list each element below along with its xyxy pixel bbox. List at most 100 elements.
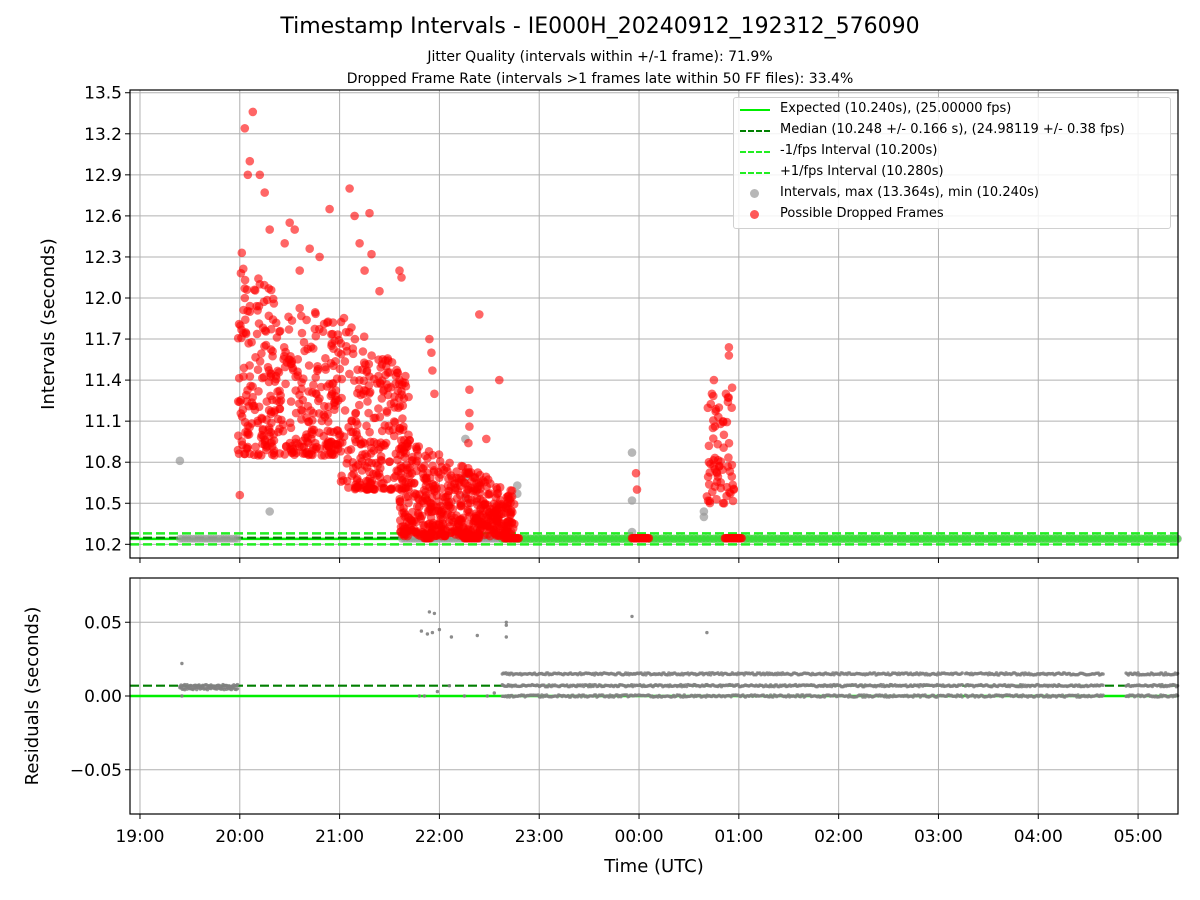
dropped-frame-point <box>355 239 364 248</box>
dropped-frame-point <box>401 381 411 391</box>
dropped-frame-point <box>702 492 712 501</box>
dropped-frame-point <box>238 405 248 415</box>
dropped-frame-point <box>355 400 364 410</box>
dropped-frame-point <box>467 495 477 505</box>
dropped-frame-point <box>463 485 472 494</box>
dropped-frame-point <box>364 457 374 467</box>
dropped-frame-point <box>727 403 736 413</box>
dropped-frame-point <box>331 357 340 366</box>
dropped-frame-point <box>315 252 324 262</box>
dropped-frame-point <box>327 330 336 339</box>
dropped-frame-point <box>464 438 473 448</box>
dropped-frame-point <box>269 299 279 308</box>
dropped-frame-point <box>375 378 385 388</box>
dropped-frame-point <box>724 343 734 352</box>
dropped-frame-point <box>245 156 255 166</box>
dropped-frame-point <box>253 418 263 428</box>
dropped-frame-point <box>243 428 252 437</box>
dropped-frame-point <box>497 519 506 528</box>
dropped-frame-point <box>405 471 415 481</box>
in-interval-point <box>1172 534 1182 544</box>
dropped-frame-point <box>290 225 300 234</box>
dropped-frame-point <box>465 422 474 431</box>
dropped-frame-point <box>278 420 288 429</box>
dropped-frame-point <box>279 354 288 364</box>
dropped-frame-point <box>475 310 484 319</box>
dropped-frame-point <box>367 351 376 360</box>
dropped-frame-point <box>722 417 732 427</box>
x-tick-label: 23:00 <box>515 827 564 847</box>
dropped-frame-point <box>495 375 504 385</box>
dropped-frame-point <box>443 481 453 490</box>
dropped-frame-point <box>393 368 403 378</box>
dropped-frame-point <box>457 516 467 525</box>
residual-point <box>422 694 427 698</box>
dropped-frame-point <box>262 397 272 406</box>
dropped-frame-point <box>414 510 423 520</box>
dropped-frame-point <box>426 513 436 522</box>
dropped-frame-point <box>295 266 305 275</box>
dropped-frame-point <box>345 369 354 379</box>
dropped-frame-point <box>340 357 350 366</box>
legend-plus-label: +1/fps Interval (10.280s) <box>780 164 944 179</box>
top-y-axis-label: Intervals (seconds) <box>38 238 59 410</box>
dropped-frame-point <box>404 519 414 528</box>
dropped-frame-point <box>254 301 264 311</box>
dropped-frame-point <box>400 527 409 536</box>
dropped-frame-point <box>265 225 275 234</box>
legend-plus-swatch <box>740 172 770 174</box>
x-tick-label: 22:00 <box>415 827 464 847</box>
dropped-frame-point <box>298 395 308 405</box>
dropped-frame-point <box>421 475 430 484</box>
legend-intervals-marker <box>750 189 759 198</box>
dropped-frame-point <box>365 208 374 218</box>
dropped-frame-point <box>365 387 375 397</box>
dropped-frame-point <box>485 489 495 498</box>
dropped-frame-point <box>434 497 444 506</box>
residual-point <box>432 611 437 616</box>
residual-point <box>475 633 479 638</box>
dropped-frame-point <box>465 385 474 395</box>
x-tick-label: 00:00 <box>615 827 664 847</box>
dropped-frame-point <box>474 478 484 488</box>
legend-median-swatch <box>740 130 770 132</box>
top-y-tick-label: 11.7 <box>84 330 122 350</box>
dropped-frame-point <box>351 408 361 418</box>
dropped-frame-point <box>704 457 714 467</box>
dropped-frame-point <box>514 533 523 543</box>
dropped-frame-point <box>724 351 734 360</box>
dropped-frame-point <box>412 466 421 476</box>
dropped-frame-point <box>506 506 516 515</box>
dropped-frame-point <box>243 421 253 431</box>
dropped-frame-point <box>258 424 268 434</box>
dropped-frame-point <box>492 483 501 492</box>
dropped-frame-point <box>377 394 387 403</box>
chart-subtitle-dropped: Dropped Frame Rate (intervals >1 frames … <box>346 71 854 87</box>
residual-point <box>1101 693 1105 697</box>
top-y-tick-label: 12.3 <box>84 248 122 268</box>
dropped-frame-point <box>709 375 719 385</box>
dropped-frame-point <box>430 389 439 399</box>
dropped-frame-point <box>631 468 641 478</box>
dropped-frame-point <box>295 303 305 313</box>
dropped-frame-point <box>337 349 346 359</box>
dropped-frame-point <box>464 468 473 478</box>
dropped-frame-point <box>311 373 321 382</box>
dropped-frame-point <box>267 370 276 379</box>
dropped-frame-point <box>364 408 373 418</box>
dropped-frame-point <box>347 416 356 426</box>
dropped-frame-point <box>344 483 353 492</box>
dropped-frame-point <box>253 365 263 375</box>
dropped-frame-point <box>421 451 430 461</box>
dropped-frame-point <box>387 485 396 494</box>
residual-point <box>492 691 496 695</box>
dropped-frame-point <box>233 397 243 406</box>
dropped-frame-point <box>245 361 254 370</box>
dropped-frame-point <box>482 434 491 444</box>
dropped-frame-point <box>340 406 350 415</box>
dropped-frame-point <box>284 325 294 334</box>
dropped-frame-point <box>318 327 328 337</box>
dropped-frame-point <box>285 418 295 428</box>
dropped-frame-point <box>243 386 252 395</box>
